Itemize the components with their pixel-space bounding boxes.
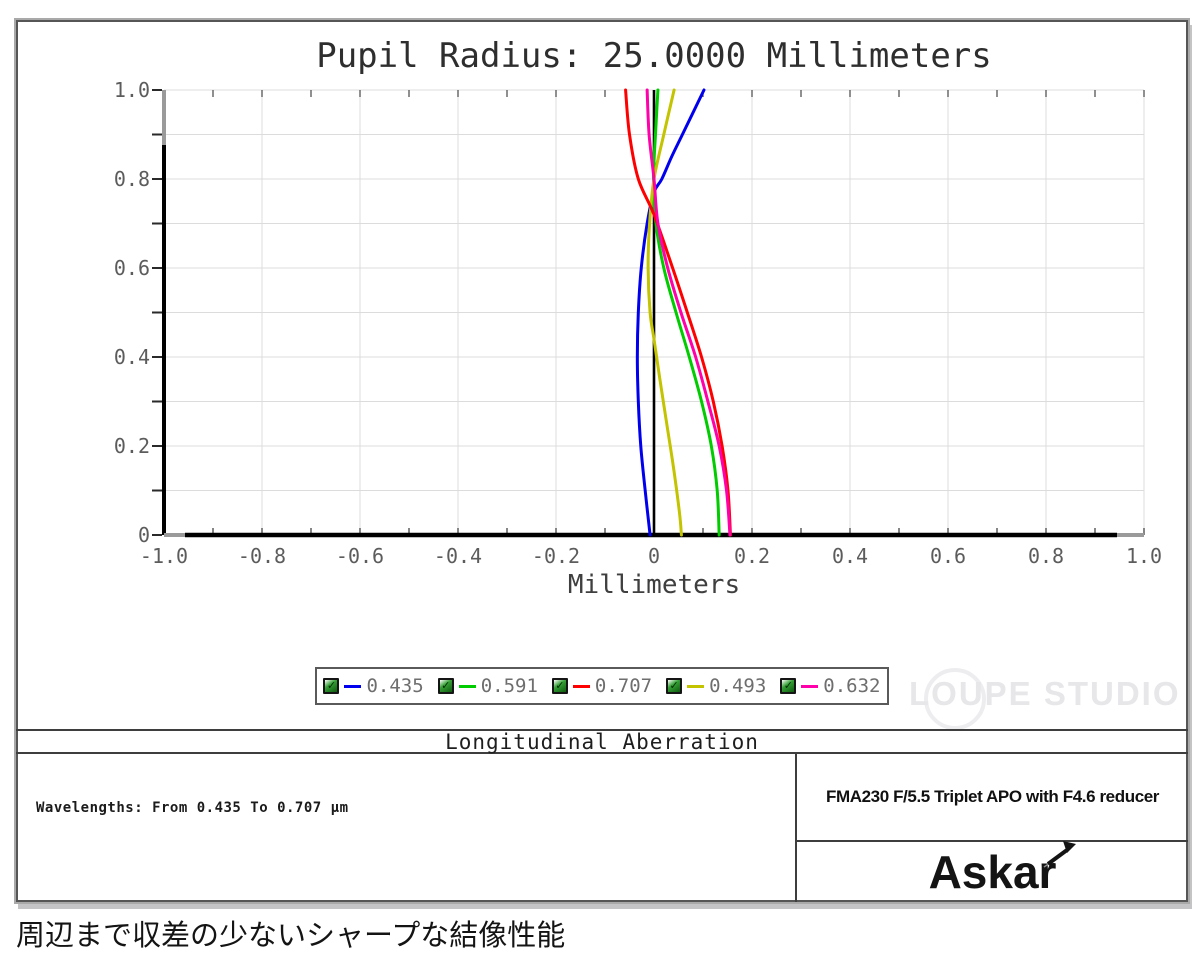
legend-checkbox-icon: ✓ bbox=[323, 678, 340, 694]
y-tick-label: 0.8 bbox=[114, 167, 150, 191]
chart-title: Pupil Radius: 25.0000 Millimeters bbox=[316, 36, 992, 76]
legend-line-sample bbox=[572, 684, 590, 688]
legend-checkbox-icon: ✓ bbox=[780, 678, 797, 694]
x-tick-label: 0.2 bbox=[734, 544, 770, 568]
legend-checkbox-icon: ✓ bbox=[551, 678, 568, 694]
report-frame: Pupil Radius: 25.0000 Millimeters 1.0 0.8… bbox=[14, 18, 1190, 904]
x-tick-label: 0.4 bbox=[832, 544, 868, 568]
y-tick-label: 1.0 bbox=[114, 78, 150, 102]
y-tick-label: 0 bbox=[138, 523, 150, 547]
wavelengths-note: Wavelengths: From 0.435 To 0.707 µm bbox=[36, 800, 349, 816]
legend-checkbox-icon: ✓ bbox=[666, 678, 683, 694]
legend-label: 0.435 bbox=[366, 675, 424, 697]
loupe-magnifier-watermark-icon bbox=[924, 668, 986, 730]
legend-label: 0.591 bbox=[480, 675, 538, 697]
y-tick-label: 0.4 bbox=[114, 345, 150, 369]
product-title: FMA230 F/5.5 Triplet APO with F4.6 reduc… bbox=[825, 787, 1160, 806]
x-tick-label: 0.6 bbox=[930, 544, 966, 568]
legend-label: 0.707 bbox=[594, 675, 653, 697]
x-tick-label: 0 bbox=[648, 544, 660, 568]
horizontal-divider bbox=[795, 840, 1188, 842]
x-tick-label: -1.0 bbox=[140, 544, 188, 568]
legend-item-0.632: ✓ 0.632 bbox=[780, 675, 881, 697]
x-tick-label: -0.4 bbox=[434, 544, 482, 568]
x-tick-label: -0.6 bbox=[336, 544, 384, 568]
legend: ✓ 0.435 ✓ 0.591 ✓ 0.707 ✓ 0.493 ✓ 0.632 bbox=[315, 667, 889, 705]
y-tick-label: 0.6 bbox=[114, 256, 150, 280]
x-tick-label: 1.0 bbox=[1126, 544, 1162, 568]
vertical-divider bbox=[795, 754, 797, 902]
curve-0.632 bbox=[645, 88, 732, 537]
brand-panel: Askar bbox=[797, 841, 1188, 902]
legend-line-sample bbox=[687, 684, 705, 688]
legend-item-0.591: ✓ 0.591 bbox=[437, 675, 538, 697]
loupe-studio-watermark: LOUPE STUDIO bbox=[909, 675, 1181, 712]
curve-0.435 bbox=[635, 88, 706, 537]
legend-checkbox-icon: ✓ bbox=[437, 678, 454, 694]
askar-logo-text: Askar bbox=[928, 846, 1057, 898]
legend-line-sample bbox=[801, 684, 819, 688]
legend-line-sample bbox=[458, 684, 476, 688]
legend-item-0.707: ✓ 0.707 bbox=[551, 675, 653, 697]
section-title-bar: Longitudinal Aberration bbox=[16, 729, 1188, 754]
wavelengths-panel: Wavelengths: From 0.435 To 0.707 µm bbox=[16, 754, 795, 902]
askar-arrow-icon bbox=[1044, 841, 1077, 868]
legend-label: 0.493 bbox=[709, 675, 767, 697]
askar-logo: Askar bbox=[928, 841, 1077, 898]
info-area: Wavelengths: From 0.435 To 0.707 µm FMA2… bbox=[16, 754, 1188, 902]
legend-line-sample bbox=[344, 684, 362, 688]
curve-0.707 bbox=[624, 88, 732, 537]
legend-item-0.493: ✓ 0.493 bbox=[666, 675, 766, 697]
x-tick-label: 0.8 bbox=[1028, 544, 1064, 568]
y-tick-label: 0.2 bbox=[114, 434, 150, 458]
caption-japanese: 周辺まで収差の少ないシャープな結像性能 bbox=[16, 918, 566, 952]
legend-item-0.435: ✓ 0.435 bbox=[323, 675, 424, 697]
longitudinal-aberration-chart: 1.00.80.60.40.20-1.0 -0.8 -0.6 -0.4 -0.2 0 0.2… bbox=[114, 78, 1162, 568]
x-tick-label: -0.2 bbox=[532, 544, 580, 568]
x-axis-label: Millimeters bbox=[567, 570, 741, 600]
x-tick-label: -0.8 bbox=[238, 544, 286, 568]
legend-label: 0.632 bbox=[823, 675, 881, 697]
